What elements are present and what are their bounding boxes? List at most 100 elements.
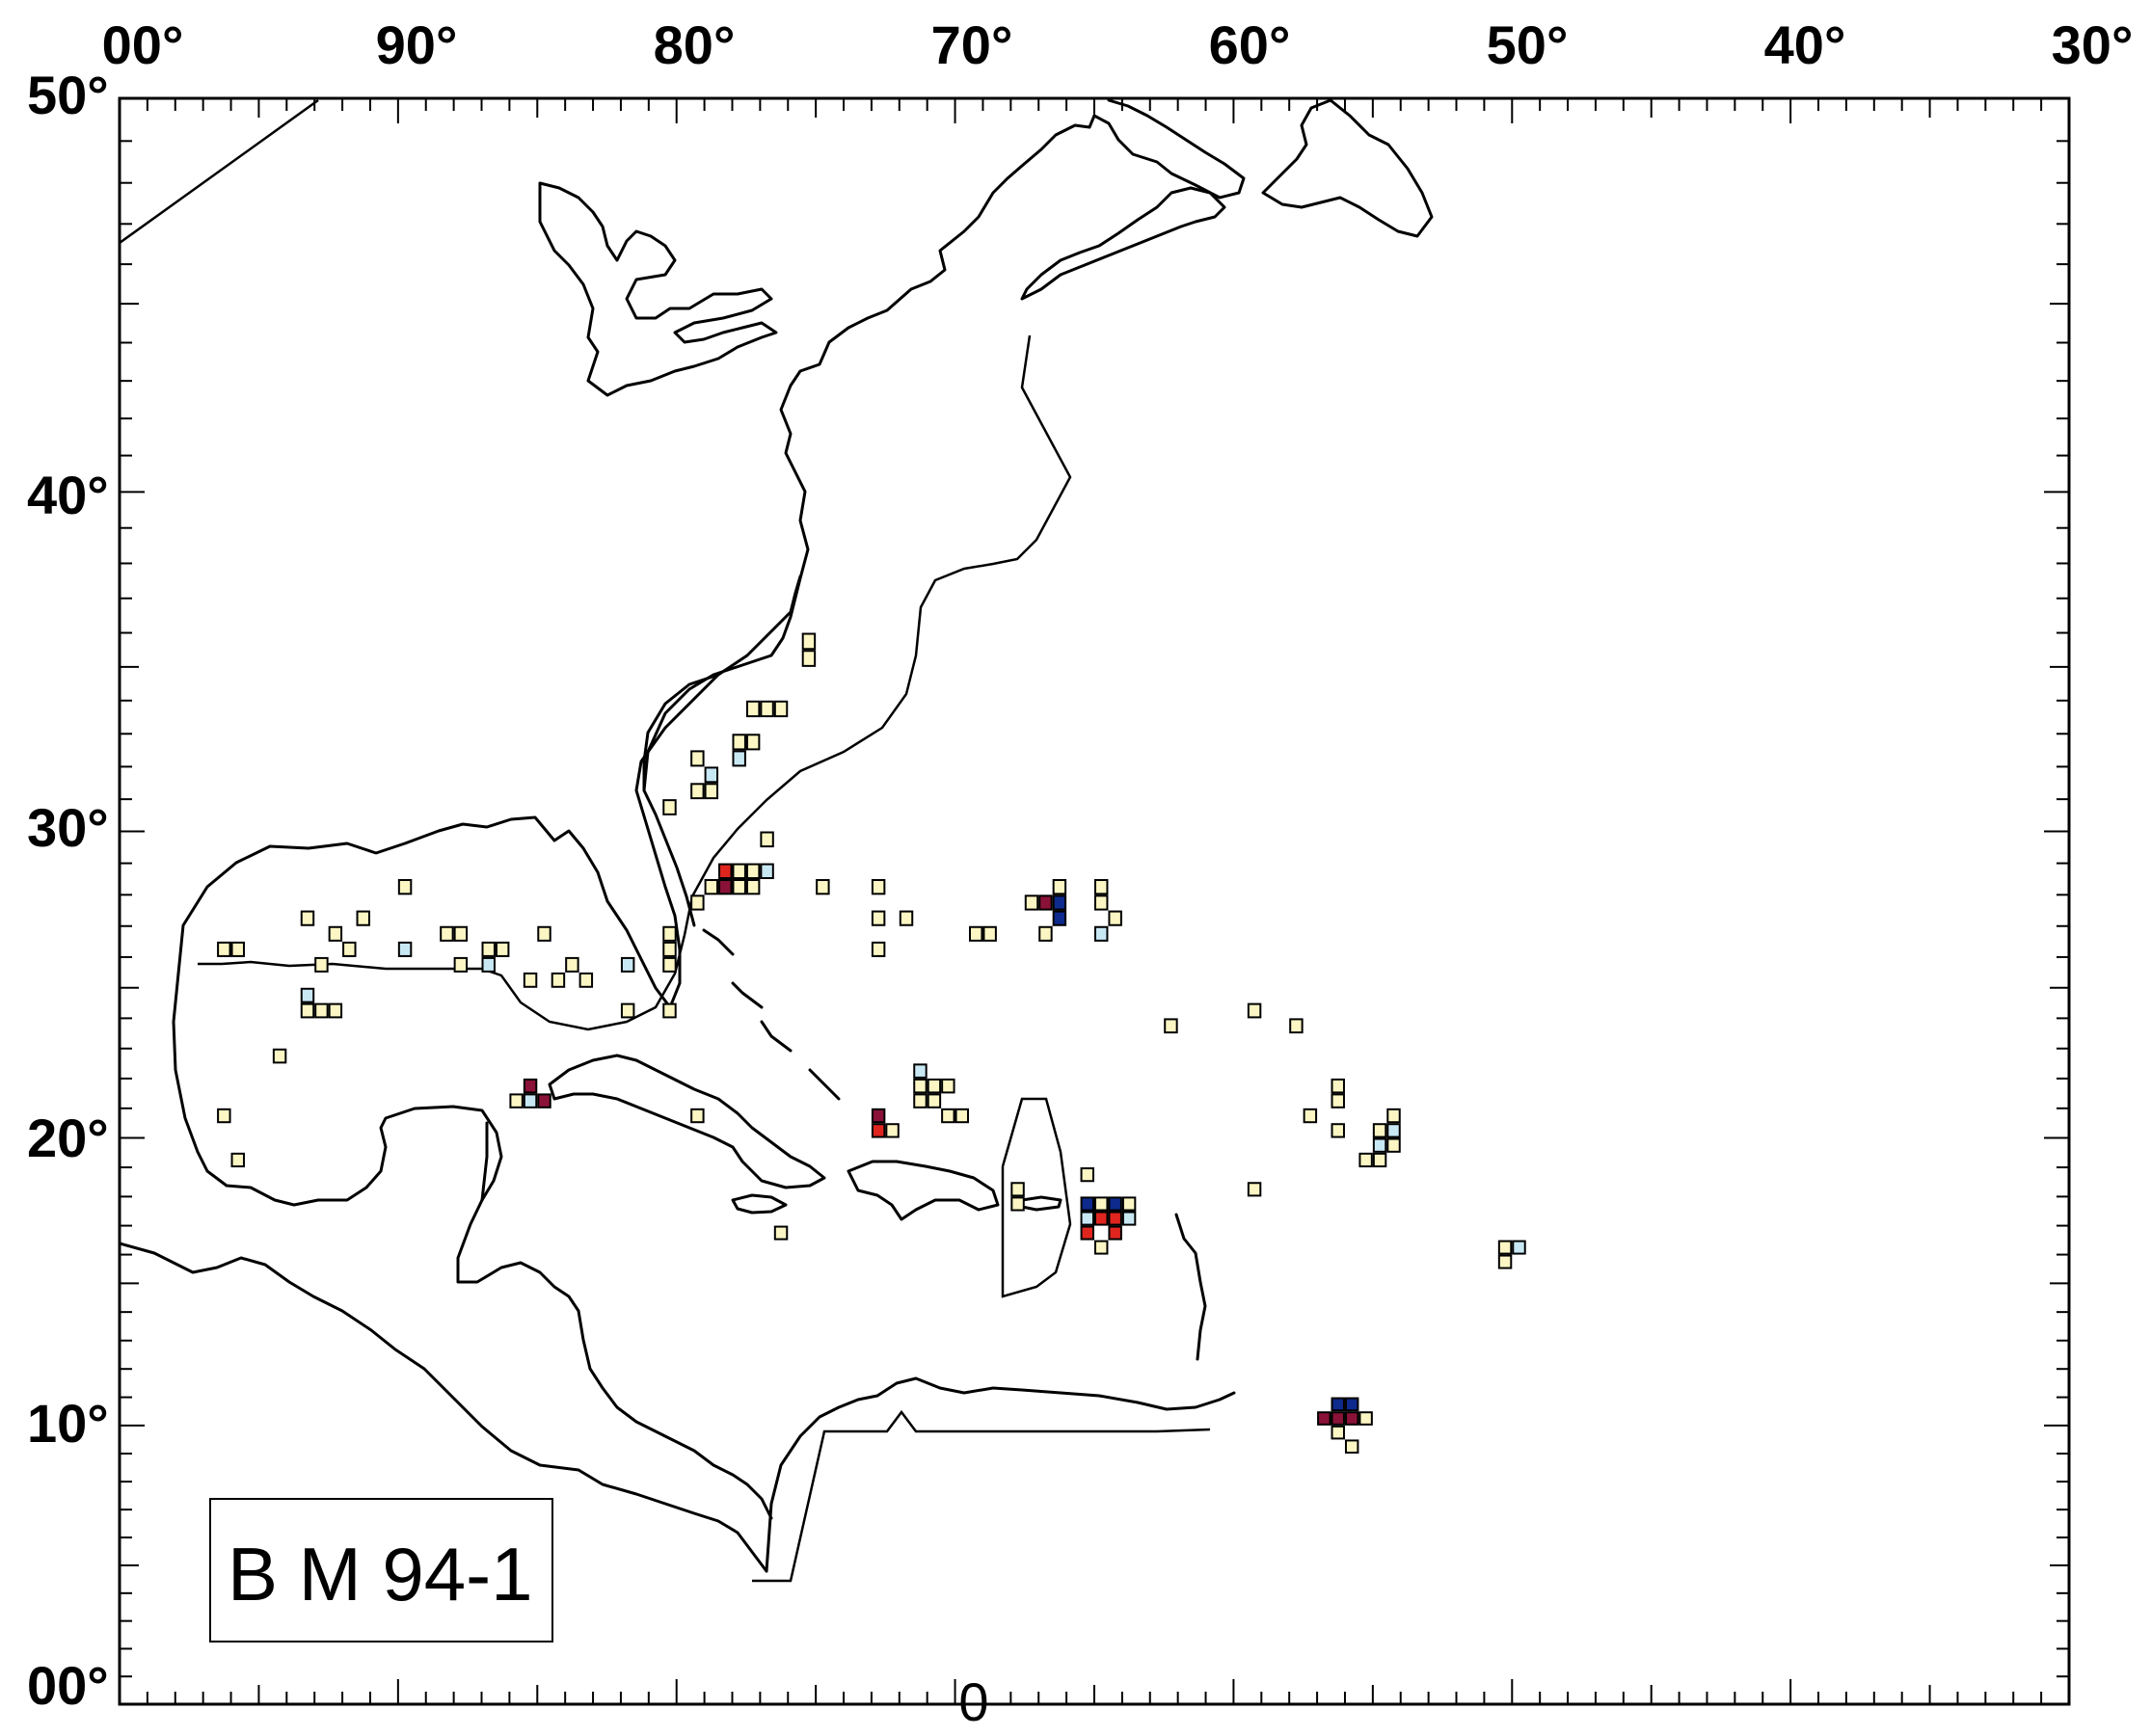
observation-cell-pale-yellow bbox=[1247, 1002, 1262, 1019]
observation-cell-pale-yellow bbox=[941, 1108, 955, 1124]
legend-label: B M 94-1 bbox=[228, 1532, 532, 1616]
observation-cell-pale-yellow bbox=[1497, 1240, 1513, 1255]
observation-cell-light-blue bbox=[704, 766, 719, 784]
lat-label-40: 40° bbox=[27, 465, 109, 525]
observation-cell-pale-yellow bbox=[1331, 1425, 1345, 1440]
observation-cell-pale-yellow bbox=[481, 941, 496, 957]
observation-cell-light-blue bbox=[1512, 1240, 1526, 1255]
observation-cell-maroon bbox=[523, 1078, 538, 1094]
lon-label-90: 90° bbox=[376, 14, 458, 75]
lon-label-80: 80° bbox=[654, 14, 736, 75]
observation-cell-light-blue bbox=[523, 1093, 538, 1108]
observation-cell-pale-yellow bbox=[328, 925, 343, 942]
lat-label-30: 30° bbox=[27, 797, 109, 858]
observation-cell-light-blue bbox=[300, 987, 315, 1003]
south-america-north-coast bbox=[765, 1376, 1236, 1573]
observation-cell-pale-yellow bbox=[328, 1002, 343, 1019]
observation-cell-pale-yellow bbox=[1372, 1152, 1387, 1168]
jamaica-coast bbox=[731, 1193, 788, 1215]
observation-cell-pale-yellow bbox=[773, 1225, 789, 1241]
observation-cell-pale-yellow bbox=[941, 1078, 955, 1094]
observation-cell-pale-yellow bbox=[690, 783, 705, 800]
zero-marker: 0 bbox=[958, 1671, 988, 1732]
latitude-labels: 50° 40° 30° 20° 10° 00° bbox=[27, 65, 109, 1716]
observation-cell-pale-yellow bbox=[1121, 1196, 1137, 1212]
observation-cell-light-blue bbox=[1372, 1137, 1387, 1153]
observation-cell-pale-yellow bbox=[801, 650, 817, 667]
observation-cell-pale-yellow bbox=[871, 941, 886, 957]
observation-cell-navy bbox=[1331, 1397, 1345, 1412]
observation-cell-pale-yellow bbox=[537, 925, 551, 942]
observation-cell-light-blue bbox=[760, 863, 774, 879]
observation-cell-pale-yellow bbox=[1289, 1018, 1304, 1034]
observation-cell-pale-yellow bbox=[1024, 895, 1039, 911]
observation-cell-pale-yellow bbox=[230, 941, 245, 957]
central-america-coast bbox=[118, 1242, 768, 1573]
observation-cell-pale-yellow bbox=[662, 1002, 677, 1019]
observation-cell-light-blue bbox=[481, 956, 496, 973]
observation-cell-red bbox=[871, 1123, 886, 1138]
observation-cell-navy bbox=[1108, 1196, 1122, 1212]
observation-cell-pale-yellow bbox=[662, 956, 677, 973]
observation-cell-pale-yellow bbox=[356, 910, 370, 926]
observation-cell-pale-yellow bbox=[453, 956, 469, 973]
observation-cell-maroon bbox=[1038, 895, 1053, 911]
south-boundary bbox=[752, 1409, 1211, 1583]
observation-cell-pale-yellow bbox=[1358, 1411, 1373, 1426]
puerto-rico-eez bbox=[1001, 1097, 1072, 1298]
observation-cell-pale-yellow bbox=[704, 783, 719, 800]
observation-cell-maroon bbox=[871, 1108, 886, 1124]
lat-label-20: 20° bbox=[27, 1108, 109, 1168]
dataset-legend: B M 94-1 bbox=[209, 1498, 553, 1643]
observation-cell-pale-yellow bbox=[801, 632, 817, 651]
observation-cell-pale-yellow bbox=[551, 972, 566, 988]
observation-cell-pale-yellow bbox=[927, 1078, 942, 1094]
puerto-rico-coast bbox=[1020, 1195, 1062, 1212]
nw-boundary bbox=[119, 98, 319, 245]
lon-label-60: 60° bbox=[1209, 14, 1291, 75]
observation-cell-light-blue bbox=[1386, 1123, 1401, 1138]
lesser-antilles bbox=[1174, 1213, 1207, 1361]
observation-cell-pale-yellow bbox=[1331, 1123, 1345, 1138]
observation-cell-pale-yellow bbox=[1386, 1108, 1401, 1124]
observation-cell-pale-yellow bbox=[816, 878, 830, 895]
us-eez-atlantic bbox=[198, 334, 1072, 1031]
observation-cell-maroon bbox=[537, 1093, 551, 1108]
observation-cell-pale-yellow bbox=[314, 956, 329, 973]
observation-cell-pale-yellow bbox=[760, 831, 774, 848]
observation-cell-pale-yellow bbox=[885, 1123, 900, 1138]
gulf-mexico-coast bbox=[176, 574, 802, 1009]
observation-cell-pale-yellow bbox=[913, 1093, 928, 1108]
observation-cell-pale-yellow bbox=[272, 1048, 287, 1064]
observation-cell-pale-yellow bbox=[230, 1152, 245, 1168]
observation-cell-pale-yellow bbox=[982, 925, 997, 942]
observation-cell-pale-yellow bbox=[773, 700, 789, 718]
observation-cell-light-blue bbox=[732, 750, 746, 767]
observation-cell-pale-yellow bbox=[1247, 1182, 1262, 1197]
nova-scotia-coast bbox=[1020, 186, 1226, 301]
observation-cell-pale-yellow bbox=[1372, 1123, 1387, 1138]
observation-cell-pale-yellow bbox=[453, 925, 469, 942]
lat-label-00: 00° bbox=[27, 1655, 109, 1716]
observation-cell-maroon bbox=[718, 878, 733, 895]
observation-cell-light-blue bbox=[1094, 925, 1109, 942]
observation-cell-pale-yellow bbox=[1108, 910, 1122, 926]
observation-cell-pale-yellow bbox=[620, 1002, 635, 1019]
lat-label-50: 50° bbox=[27, 65, 109, 125]
observation-cell-pale-yellow bbox=[871, 910, 886, 926]
st-lawrence-coast bbox=[1092, 98, 1246, 200]
observation-cell-pale-yellow bbox=[1331, 1093, 1345, 1108]
observation-cell-pale-yellow bbox=[662, 925, 677, 942]
lon-label-50: 50° bbox=[1487, 14, 1569, 75]
observation-cell-red bbox=[1108, 1225, 1122, 1241]
observation-cell-red bbox=[1080, 1225, 1094, 1241]
observation-cell-pale-yellow bbox=[440, 925, 454, 942]
observation-cell-light-blue bbox=[1080, 1211, 1094, 1226]
observation-cell-pale-yellow bbox=[1080, 1167, 1094, 1183]
observation-cell-pale-yellow bbox=[871, 878, 886, 895]
longitude-labels: 00° 90° 80° 70° 60° 50° 40° 30° bbox=[102, 14, 2134, 75]
us-east-coast bbox=[642, 114, 1096, 792]
observation-cell-pale-yellow bbox=[690, 750, 705, 767]
observation-cell-pale-yellow bbox=[217, 1108, 231, 1124]
